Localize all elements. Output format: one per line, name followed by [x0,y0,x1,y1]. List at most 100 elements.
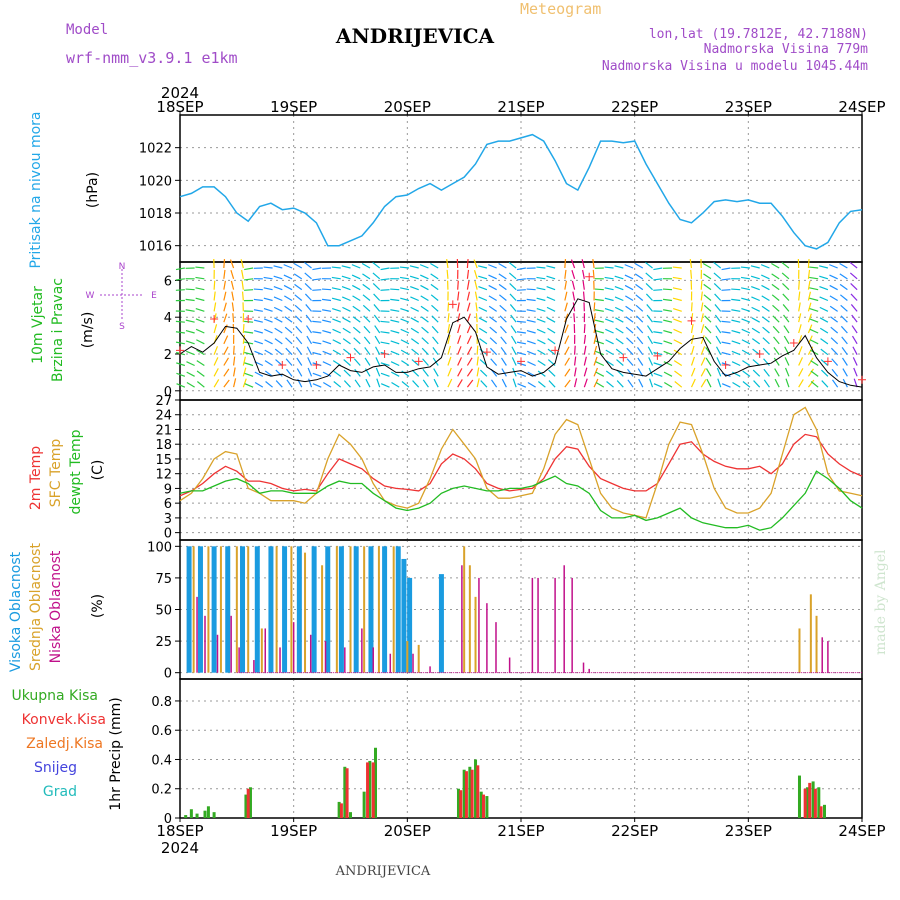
wind-vector [627,379,634,388]
wind-vector [547,327,556,334]
cloud-bar [324,641,327,673]
wind-vector [296,357,303,366]
wind-vector [509,293,517,301]
wind-vector [564,258,567,269]
wind-vector [721,278,731,281]
cloud-bar [827,641,829,673]
wind-vector [690,269,693,279]
wind-vector [352,284,361,291]
wind-vector [375,357,381,366]
wind-vector [509,282,517,291]
wind-vector [583,378,588,388]
wind-vector [431,315,439,323]
wind-vector [689,259,693,269]
wind-vector [715,346,722,355]
wind-gust-marker [789,338,798,347]
wind-vector [614,265,624,269]
wind-vector [457,302,460,312]
wind-vector [653,331,663,334]
wind-vector [185,309,195,312]
precip-bar [476,765,480,818]
wind-vector [352,305,361,312]
wind-vector [819,296,829,302]
wind-vector [782,304,790,312]
wind-vector [305,304,312,312]
wind-vector [564,335,570,345]
wind-vector [294,283,303,291]
precip-bar [189,809,193,818]
pressure-unit: (hPa) [85,172,101,208]
precip-legend-2: Zaledj.Kisa [26,736,103,752]
wind-vector [663,361,673,367]
precip-bar [195,813,199,818]
wind-vector [341,296,351,302]
wind-vector [605,339,614,345]
x-tick-label-top: 20SEP [384,98,431,116]
wind-vector [333,370,342,377]
wind-vector [264,349,273,356]
y-tick-label: 27 [155,394,172,409]
wind-vector [372,261,381,269]
wind-vector [809,297,819,302]
wind-vector [547,348,556,356]
wind-vector [626,337,634,345]
wind-vector [457,379,463,388]
cloud-bar [429,666,431,673]
wind-vector [410,286,419,291]
wind-vector [721,320,731,323]
wind-vector [374,325,381,334]
wind-vector [841,347,848,356]
wind-vector [253,319,263,323]
wind-vector [673,307,682,312]
wind-vector [242,334,246,344]
wind-vector [499,294,507,301]
wind-vector [625,295,634,302]
wind-vector [637,347,644,356]
wind-vector [616,359,624,366]
wind-vector [774,368,780,377]
wind-vector [363,325,371,334]
wind-vector [762,326,770,334]
wind-vector [447,302,450,312]
x-tick-label-bottom: 21SEP [497,822,544,840]
wind-vector [175,267,185,271]
wind-vector [273,265,283,269]
wind-vector [721,341,731,345]
wind-vector [244,351,254,356]
y-tick-label: 21 [155,423,172,438]
wind-vector [751,338,761,345]
wind-vector [690,378,696,388]
wind-vector [176,362,186,367]
wind-vector [362,304,371,312]
wind-vector [420,305,429,312]
temp-ylabel-dewpt: dewpt Temp [68,429,84,514]
wind-vector [342,327,351,334]
wind-vector [306,346,313,355]
wind-vector [785,378,790,388]
wind-vector [466,302,471,312]
wind-vector [809,276,819,280]
wind-vector [195,276,205,280]
cloud-bar [406,641,409,673]
precip-bar [822,804,826,818]
cloud-bar [247,546,250,673]
wind-vector [223,258,226,269]
wind-vector [571,280,576,290]
cloud-bar [389,653,392,673]
wind-vector [593,334,597,344]
wind-vector [457,291,460,301]
cloud-bar [254,546,260,673]
y-tick-label: 75 [155,572,172,587]
wind-vector [637,357,644,366]
temp-ylabel-sfc: SFC Temp [48,439,64,508]
wind-gust-marker [176,346,184,355]
wind-vector [432,347,439,356]
wind-vector [716,357,722,366]
wind-vector [548,369,556,377]
wind-vector [615,327,624,334]
wind-vector [564,357,570,366]
cloud-bar [290,546,293,673]
wind-vector [490,358,498,366]
wind-vector [704,315,712,323]
wind-vector [295,336,303,345]
